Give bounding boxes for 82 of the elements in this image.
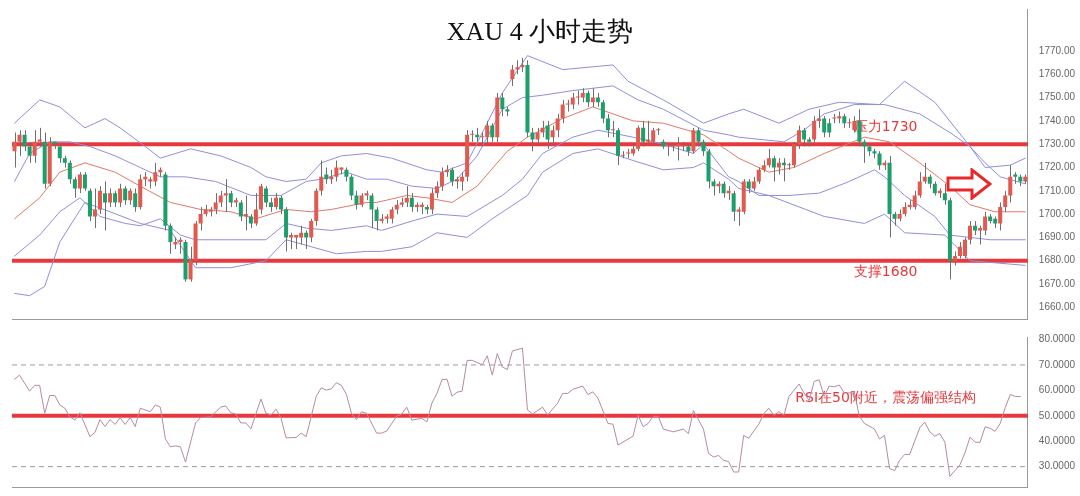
candlestick — [133, 187, 138, 213]
candlestick — [812, 115, 817, 143]
candlestick — [263, 185, 268, 208]
candlestick — [696, 127, 701, 148]
y-tick-label: 1670.00 — [1038, 277, 1076, 289]
candlestick — [103, 180, 108, 231]
y-tick-label: 50.0000 — [1038, 409, 1076, 421]
candlestick — [500, 92, 505, 117]
candlestick — [1003, 190, 1008, 213]
candlestick — [797, 125, 802, 150]
candlestick — [731, 190, 736, 222]
y-tick-label: 1690.00 — [1038, 231, 1076, 243]
candlestick — [77, 171, 82, 194]
candlestick — [450, 167, 455, 187]
candlestick — [998, 201, 1003, 231]
candlestick — [510, 64, 515, 87]
y-tick-label: 60.0000 — [1038, 384, 1076, 396]
candlestick — [470, 129, 475, 143]
candlestick — [666, 143, 671, 157]
y-tick-label: 1720.00 — [1038, 161, 1076, 173]
candlestick — [188, 246, 193, 283]
candlestick — [67, 160, 72, 185]
y-tick-label: 1660.00 — [1038, 301, 1076, 313]
candlestick — [555, 113, 560, 138]
y-tick-label: 1760.00 — [1038, 68, 1076, 80]
candlestick — [822, 115, 827, 138]
candlestick — [168, 222, 173, 255]
candlestick — [600, 99, 605, 124]
y-tick-label: 1750.00 — [1038, 91, 1076, 103]
candlestick — [108, 187, 113, 208]
y-tick-label: 40.0000 — [1038, 434, 1076, 446]
y-tick-label: 1770.00 — [1038, 44, 1076, 56]
candlestick — [98, 185, 103, 215]
y-tick-label: 1680.00 — [1038, 254, 1076, 266]
candlestick — [1008, 164, 1013, 203]
y-tick-label: 1700.00 — [1038, 207, 1076, 219]
candlestick — [636, 125, 641, 152]
candlestick — [22, 129, 27, 152]
candlestick — [118, 183, 123, 208]
candlestick — [877, 150, 882, 171]
y-tick-label: 80.0000 — [1038, 333, 1076, 345]
candlestick — [791, 141, 797, 168]
y-tick-label: 1710.00 — [1038, 184, 1076, 196]
candlestick — [258, 183, 263, 215]
candlestick — [771, 155, 776, 182]
candlestick — [72, 176, 77, 199]
candlestick — [530, 127, 535, 152]
candlestick — [641, 120, 646, 148]
candlestick — [439, 167, 444, 192]
y-tick-label: 1730.00 — [1038, 137, 1076, 149]
candlestick — [550, 125, 555, 145]
candlestick — [32, 129, 37, 164]
y-tick-label: 30.0000 — [1038, 460, 1076, 472]
candlestick — [610, 120, 615, 138]
candlestick — [82, 171, 87, 192]
candlestick — [27, 141, 32, 164]
candlestick — [279, 194, 284, 215]
candlestick — [691, 127, 696, 155]
candlestick — [349, 173, 354, 201]
ref-line-label: RSI在50附近，震荡偏强结构 — [795, 389, 976, 406]
candlestick — [560, 99, 565, 124]
y-tick-label: 1740.00 — [1038, 114, 1076, 126]
candlestick — [334, 160, 339, 182]
candlestick — [17, 129, 22, 157]
candlestick — [374, 206, 379, 231]
candlestick — [766, 148, 771, 168]
candlestick — [309, 218, 314, 243]
chart-title: XAU 4 小时走势 — [446, 17, 634, 46]
candlestick — [862, 139, 867, 164]
y-tick-label: 70.0000 — [1038, 358, 1076, 370]
candlestick — [490, 122, 495, 143]
candlestick — [409, 192, 414, 213]
candlestick — [917, 171, 922, 199]
candlestick — [802, 127, 807, 148]
candlestick — [123, 185, 128, 206]
candlestick — [968, 220, 973, 245]
candlestick — [198, 206, 203, 231]
ref-line-label: 支撑1680 — [853, 263, 918, 280]
candlestick — [605, 113, 610, 138]
candlestick — [319, 160, 324, 196]
candlestick — [354, 190, 359, 210]
candlestick — [12, 132, 17, 168]
